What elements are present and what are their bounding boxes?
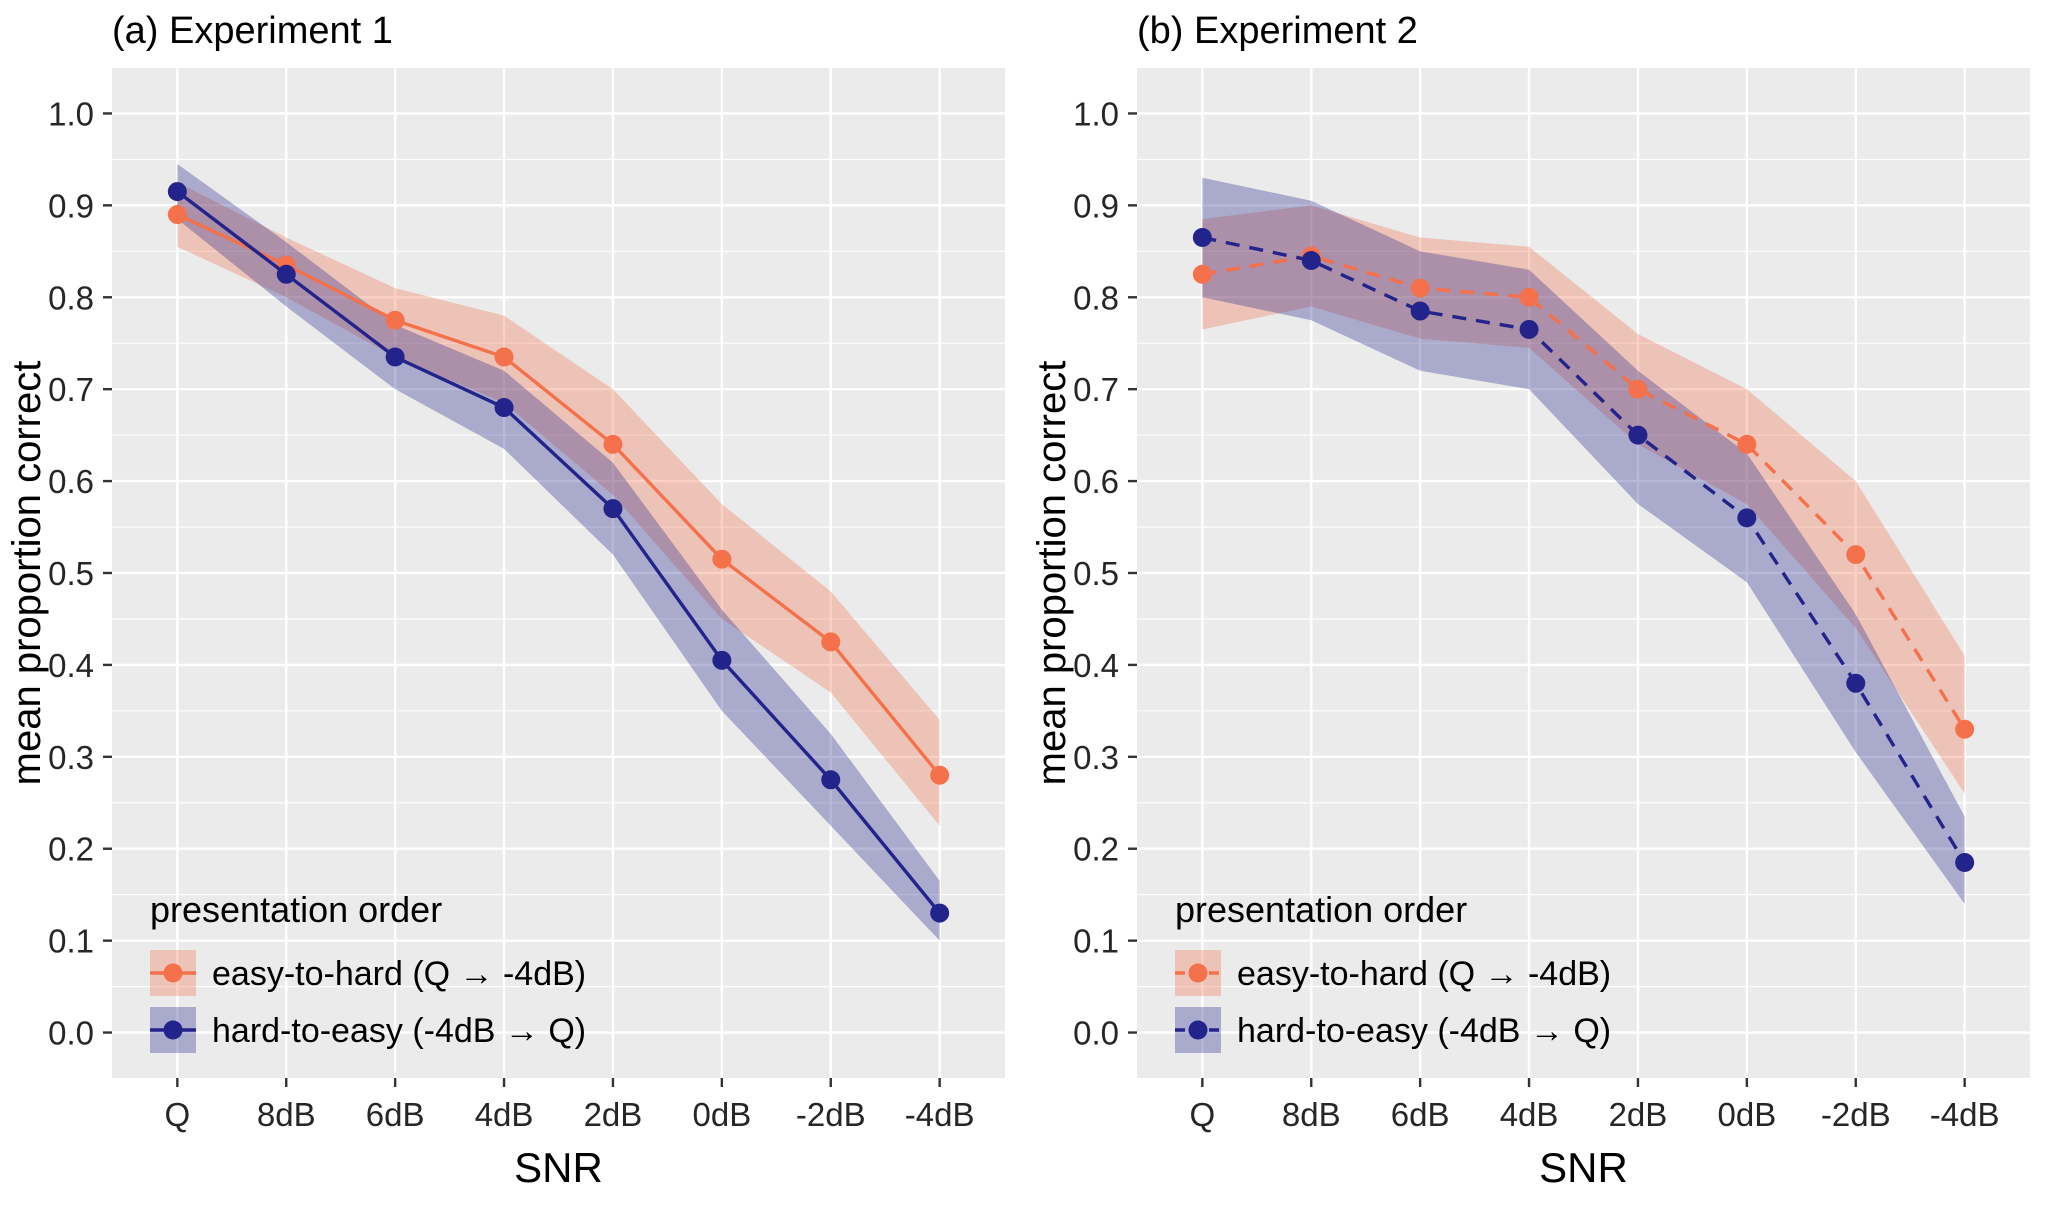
y-tick-label: 0.7 xyxy=(1073,371,1119,408)
line-hard-to-easy xyxy=(1201,235,1967,864)
point-easy-to-hard-0dB xyxy=(712,549,732,569)
legend-key-point-hard-to-easy xyxy=(163,1020,183,1040)
point-hard-to-easy-2dB xyxy=(603,499,623,519)
point-easy-to-hard-Q xyxy=(1192,264,1212,284)
point-easy-to-hard--2dB xyxy=(1846,545,1866,565)
x-tick-label: 4dB xyxy=(475,1096,534,1133)
x-tick-label: -4dB xyxy=(905,1096,975,1133)
point-hard-to-easy-4dB xyxy=(494,398,514,418)
line-easy-to-hard xyxy=(1202,254,1967,731)
y-tick-label: 0.1 xyxy=(1073,923,1119,960)
y-tick-label: 0.4 xyxy=(48,647,94,684)
x-tick-label: 6dB xyxy=(1391,1096,1450,1133)
point-easy-to-hard-4dB xyxy=(1519,287,1539,307)
y-tick-label: 0.5 xyxy=(48,555,94,592)
legend-label-hard-to-easy: hard-to-easy (-4dB → Q) xyxy=(212,1012,586,1050)
y-tick-label: 0.0 xyxy=(48,1015,94,1052)
y-tick-label: 0.2 xyxy=(1073,831,1119,868)
y-tick-label: 0.0 xyxy=(1073,1015,1119,1052)
line-hard-to-easy xyxy=(176,190,941,915)
x-tick-label: 2dB xyxy=(1609,1096,1668,1133)
x-tick-label: -2dB xyxy=(796,1096,866,1133)
legend-label-easy-to-hard: easy-to-hard (Q → -4dB) xyxy=(1237,955,1611,993)
x-tick-label: 0dB xyxy=(1717,1096,1776,1133)
ribbon-easy-to-hard xyxy=(1202,205,1965,794)
point-easy-to-hard-Q xyxy=(167,205,187,225)
point-easy-to-hard-2dB xyxy=(1628,379,1648,399)
y-tick-label: 0.2 xyxy=(48,831,94,868)
y-tick-label: 0.3 xyxy=(1073,739,1119,776)
x-tick-label: -2dB xyxy=(1821,1096,1891,1133)
x-axis-title: SNR xyxy=(1539,1144,1628,1191)
point-hard-to-easy--4dB xyxy=(930,903,950,923)
point-easy-to-hard--2dB xyxy=(821,632,841,652)
y-axis-title: mean proportion correct xyxy=(1030,361,1074,786)
x-tick-label: 2dB xyxy=(584,1096,643,1133)
legend-title: presentation order xyxy=(1175,889,1467,930)
y-tick-label: 0.4 xyxy=(1073,647,1119,684)
panel-experiment-2: (b) Experiment 2 0.0 0.1 0.2 0.3 0.4 0.5 0.6 0.… xyxy=(1025,0,2050,1222)
chart-experiment-2: 0.0 0.1 0.2 0.3 0.4 0.5 0.6 0.7 0.8 0.9 1.0 Q 8dB 6dB… xyxy=(1030,68,2030,1191)
y-axis-title: mean proportion correct xyxy=(5,361,49,786)
y-tick-label: 0.9 xyxy=(48,187,94,224)
point-hard-to-easy-6dB xyxy=(385,347,405,367)
legend-title: presentation order xyxy=(150,889,442,930)
y-tick-label: 0.6 xyxy=(1073,463,1119,500)
point-hard-to-easy-6dB xyxy=(1410,301,1430,321)
x-tick-label: Q xyxy=(1190,1096,1216,1133)
panel-title-experiment-1: (a) Experiment 1 xyxy=(112,10,393,52)
point-hard-to-easy-0dB xyxy=(1737,508,1757,528)
point-hard-to-easy--2dB xyxy=(1846,673,1866,693)
panel-title-experiment-2: (b) Experiment 2 xyxy=(1137,10,1418,52)
point-easy-to-hard-4dB xyxy=(494,347,514,367)
point-hard-to-easy-4dB xyxy=(1519,319,1539,339)
ribbon-hard-to-easy xyxy=(177,164,940,941)
point-hard-to-easy--2dB xyxy=(821,770,841,790)
y-tick-label: 1.0 xyxy=(1073,95,1119,132)
point-hard-to-easy-8dB xyxy=(1301,251,1321,271)
point-hard-to-easy-Q xyxy=(167,182,187,202)
point-easy-to-hard-6dB xyxy=(1410,278,1430,298)
legend-label-easy-to-hard: easy-to-hard (Q → -4dB) xyxy=(212,955,586,993)
legend-key-point-easy-to-hard xyxy=(163,963,183,983)
ribbon-hard-to-easy xyxy=(1202,177,1965,904)
y-tick-label: 0.6 xyxy=(48,463,94,500)
x-tick-label: -4dB xyxy=(1930,1096,2000,1133)
y-tick-label: 0.8 xyxy=(1073,279,1119,316)
point-easy-to-hard--4dB xyxy=(1955,719,1975,739)
y-tick-label: 0.7 xyxy=(48,371,94,408)
y-tick-label: 0.5 xyxy=(1073,555,1119,592)
panel-experiment-1: (a) Experiment 1 0.0 0.1 0.2 0.3 0.4 0.5 0.6 0.… xyxy=(5,10,1005,1191)
y-tick-label: 0.3 xyxy=(48,739,94,776)
point-easy-to-hard-6dB xyxy=(385,310,405,330)
point-hard-to-easy-Q xyxy=(1192,228,1212,248)
point-hard-to-easy-2dB xyxy=(1628,425,1648,445)
legend-key-point-easy-to-hard xyxy=(1188,963,1208,983)
y-tick-label: 1.0 xyxy=(48,95,94,132)
x-axis-title: SNR xyxy=(514,1144,603,1191)
y-tick-label: 0.1 xyxy=(48,923,94,960)
point-hard-to-easy--4dB xyxy=(1955,853,1975,873)
x-tick-label: 0dB xyxy=(692,1096,751,1133)
legend-label-hard-to-easy: hard-to-easy (-4dB → Q) xyxy=(1237,1012,1611,1050)
point-easy-to-hard-0dB xyxy=(1737,434,1757,454)
x-tick-label: 8dB xyxy=(1282,1096,1341,1133)
x-tick-label: 8dB xyxy=(257,1096,316,1133)
x-tick-label: 4dB xyxy=(1500,1096,1559,1133)
point-hard-to-easy-0dB xyxy=(712,650,732,670)
ribbon-easy-to-hard xyxy=(177,182,940,826)
legend-key-point-hard-to-easy xyxy=(1188,1020,1208,1040)
y-tick-label: 0.9 xyxy=(1073,187,1119,224)
point-easy-to-hard-2dB xyxy=(603,434,623,454)
y-tick-label: 0.8 xyxy=(48,279,94,316)
x-tick-label: Q xyxy=(165,1096,191,1133)
x-tick-label: 6dB xyxy=(366,1096,425,1133)
chart-experiment-1: 0.0 0.1 0.2 0.3 0.4 0.5 0.6 0.7 0.8 0.9 1.0 Q 8dB 6dB… xyxy=(5,68,1005,1191)
point-easy-to-hard--4dB xyxy=(930,765,950,785)
point-hard-to-easy-8dB xyxy=(276,264,296,284)
line-easy-to-hard xyxy=(176,213,941,777)
